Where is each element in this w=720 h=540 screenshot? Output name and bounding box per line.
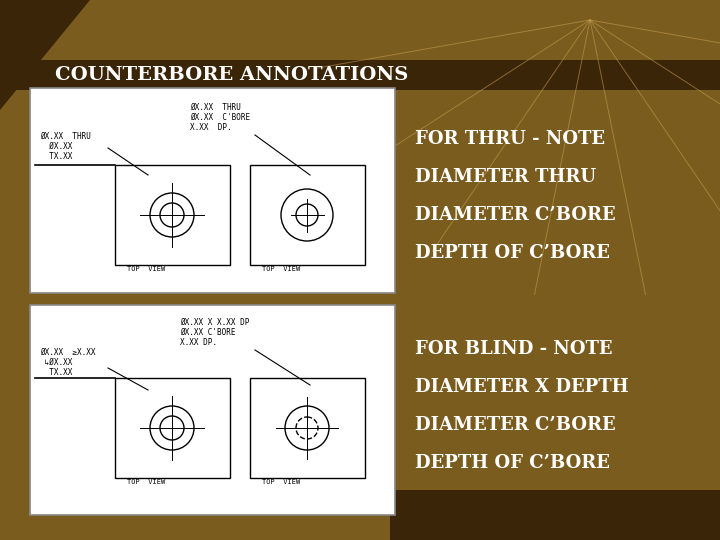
Polygon shape	[0, 0, 90, 110]
Text: ØX.XX  THRU: ØX.XX THRU	[40, 132, 91, 141]
Text: FOR BLIND - NOTE: FOR BLIND - NOTE	[415, 340, 613, 358]
Text: TOP  VIEW: TOP VIEW	[262, 266, 300, 272]
Text: ↳ØX.XX: ↳ØX.XX	[40, 358, 73, 367]
Text: TOP  VIEW: TOP VIEW	[127, 479, 166, 485]
Bar	[115, 378, 230, 478]
Polygon shape	[390, 490, 720, 540]
Text: X.XX  DP.: X.XX DP.	[190, 123, 232, 132]
Text: FOR THRU - NOTE: FOR THRU - NOTE	[415, 130, 605, 148]
Text: X.XX DP.: X.XX DP.	[180, 338, 217, 347]
Text: DEPTH OF C’BORE: DEPTH OF C’BORE	[415, 244, 610, 262]
Bar	[30, 88, 395, 293]
Text: TX.XX: TX.XX	[40, 152, 73, 161]
Bar	[30, 305, 395, 515]
Bar	[115, 165, 230, 265]
Bar	[0, 60, 720, 90]
Text: DIAMETER THRU: DIAMETER THRU	[415, 168, 596, 186]
Text: TOP  VIEW: TOP VIEW	[262, 479, 300, 485]
Bar	[250, 378, 365, 478]
Text: TX.XX: TX.XX	[40, 368, 73, 377]
Text: DIAMETER X DEPTH: DIAMETER X DEPTH	[415, 378, 629, 396]
Text: TOP  VIEW: TOP VIEW	[127, 266, 166, 272]
Text: DEPTH OF C’BORE: DEPTH OF C’BORE	[415, 454, 610, 472]
Text: ØX.XX X X.XX DP: ØX.XX X X.XX DP	[180, 318, 249, 327]
Text: ØX.XX: ØX.XX	[40, 142, 73, 151]
Text: DIAMETER C’BORE: DIAMETER C’BORE	[415, 416, 616, 434]
Text: ØX.XX  C'BORE: ØX.XX C'BORE	[190, 113, 250, 122]
Text: ØX.XX C'BORE: ØX.XX C'BORE	[180, 328, 235, 337]
Text: ØX.XX  ≥X.XX: ØX.XX ≥X.XX	[40, 348, 96, 357]
Text: DIAMETER C’BORE: DIAMETER C’BORE	[415, 206, 616, 224]
Text: COUNTERBORE ANNOTATIONS: COUNTERBORE ANNOTATIONS	[55, 66, 408, 84]
Text: ØX.XX  THRU: ØX.XX THRU	[190, 103, 241, 112]
Bar	[250, 165, 365, 265]
